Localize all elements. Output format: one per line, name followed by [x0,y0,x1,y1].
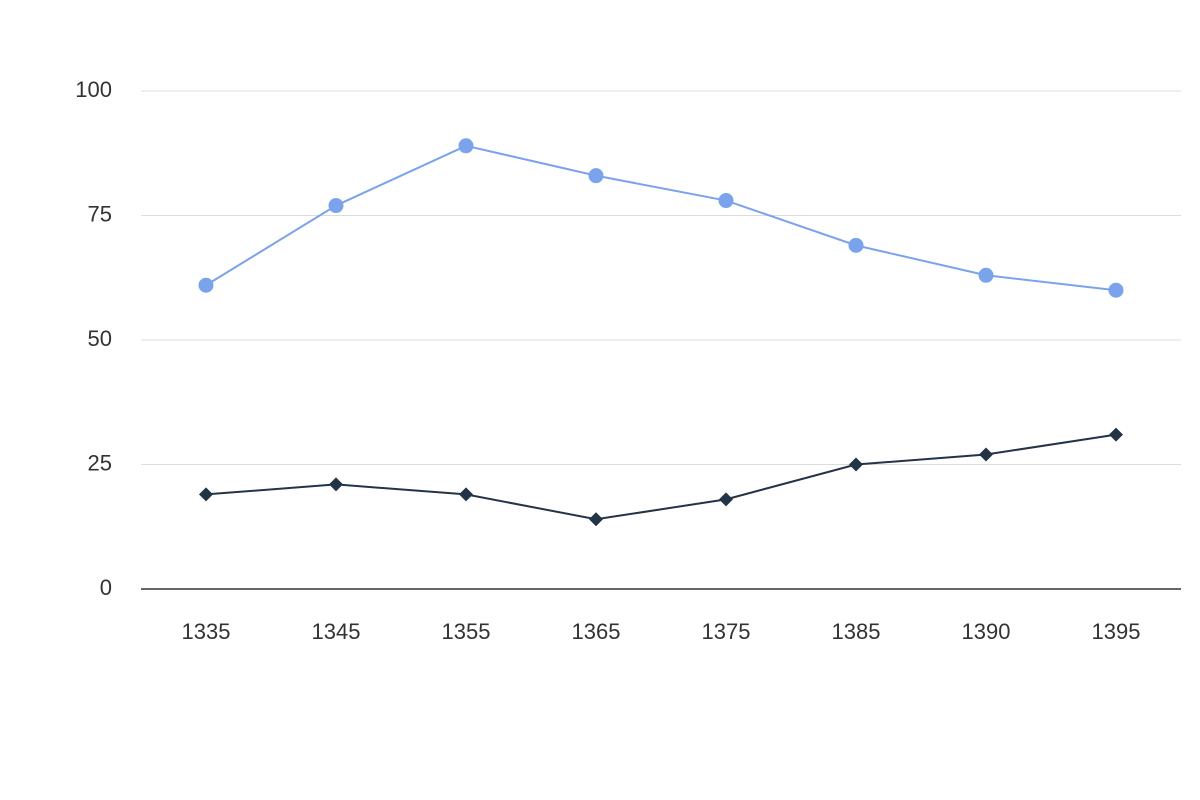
y-tick-label: 0 [100,575,112,600]
x-tick-label: 1385 [832,619,881,644]
y-tick-label: 50 [88,326,112,351]
point-marker [329,477,343,492]
x-tick-label: 1390 [962,619,1011,644]
x-tick-label: 1335 [182,619,231,644]
point-marker [198,277,214,293]
x-tick-label: 1345 [312,619,361,644]
point-marker [849,457,863,472]
point-marker [979,447,993,462]
point-marker [458,138,474,154]
point-marker [1108,282,1124,298]
x-tick-label: 1395 [1092,619,1141,644]
point-marker [328,198,344,214]
x-tick-label: 1375 [702,619,751,644]
point-marker [1109,427,1123,442]
point-marker [848,237,864,253]
series-line [205,433,1117,521]
point-marker [978,267,994,283]
y-tick-label: 100 [75,77,112,102]
point-marker [459,487,473,502]
x-tick-label: 1365 [572,619,621,644]
y-tick-label: 75 [88,201,112,226]
series-line [205,144,1117,292]
point-marker [719,492,733,507]
point-marker [199,487,213,502]
point-marker [589,512,603,527]
y-tick-label: 25 [88,450,112,475]
x-tick-label: 1355 [442,619,491,644]
point-marker [718,193,734,209]
point-marker [588,168,604,184]
